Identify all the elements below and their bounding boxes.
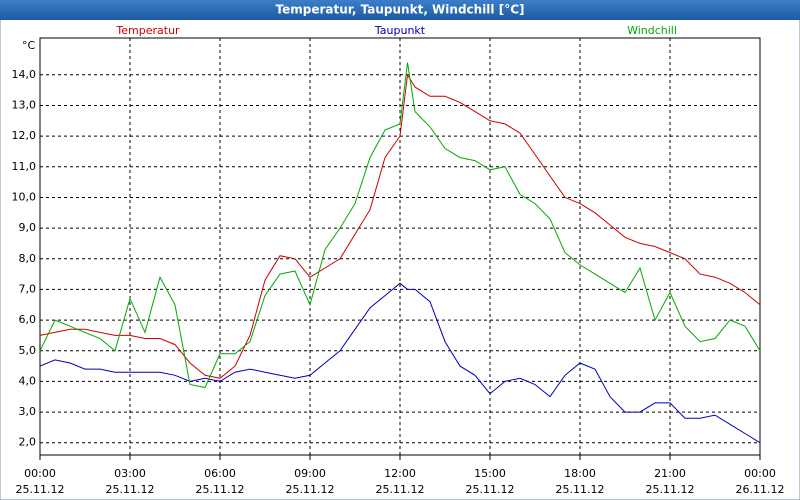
y-tick-label: 3,0 xyxy=(19,405,37,418)
y-tick-label: 11,0 xyxy=(12,160,37,173)
series-line xyxy=(39,73,761,379)
x-tick-date: 25.11.12 xyxy=(106,483,155,496)
x-tick-label: 15:00 xyxy=(474,467,506,480)
x-tick-date: 25.11.12 xyxy=(556,483,605,496)
plot-area xyxy=(39,37,761,456)
x-tick-label: 18:00 xyxy=(564,467,596,480)
chart-title: Temperatur, Taupunkt, Windchill [°C] xyxy=(276,3,525,17)
x-tick-date: 26.11.12 xyxy=(736,483,785,496)
x-tick-date: 25.11.12 xyxy=(286,483,335,496)
title-bar xyxy=(0,0,800,20)
y-tick-label: 2,0 xyxy=(19,436,37,449)
x-tick-label: 12:00 xyxy=(384,467,416,480)
x-tick-date: 25.11.12 xyxy=(376,483,425,496)
x-tick-date: 25.11.12 xyxy=(466,483,515,496)
legend-label: Temperatur xyxy=(115,24,180,37)
x-tick-date: 25.11.12 xyxy=(646,483,695,496)
y-tick-label: 5,0 xyxy=(19,344,37,357)
y-tick-label: 13,0 xyxy=(12,98,37,111)
y-tick-label: 7,0 xyxy=(19,282,37,295)
legend-label: Windchill xyxy=(627,24,677,37)
y-tick-label: 9,0 xyxy=(19,221,37,234)
series-line xyxy=(39,62,761,389)
y-tick-label: 14,0 xyxy=(12,68,37,81)
x-tick-date: 25.11.12 xyxy=(16,483,65,496)
y-tick-label: 8,0 xyxy=(19,252,37,265)
y-tick-label: 10,0 xyxy=(12,190,37,203)
y-tick-label: 12,0 xyxy=(12,129,37,142)
x-tick-label: 00:00 xyxy=(24,467,56,480)
x-tick-label: 06:00 xyxy=(204,467,236,480)
series-line xyxy=(39,282,761,444)
x-tick-label: 00:00 xyxy=(744,467,776,480)
x-tick-label: 03:00 xyxy=(114,467,146,480)
x-tick-date: 25.11.12 xyxy=(196,483,245,496)
y-tick-label: 6,0 xyxy=(19,313,37,326)
y-unit: °C xyxy=(22,39,36,52)
y-tick-label: 4,0 xyxy=(19,374,37,387)
x-tick-label: 09:00 xyxy=(294,467,326,480)
legend-label: Taupunkt xyxy=(374,24,426,37)
x-tick-label: 21:00 xyxy=(654,467,686,480)
